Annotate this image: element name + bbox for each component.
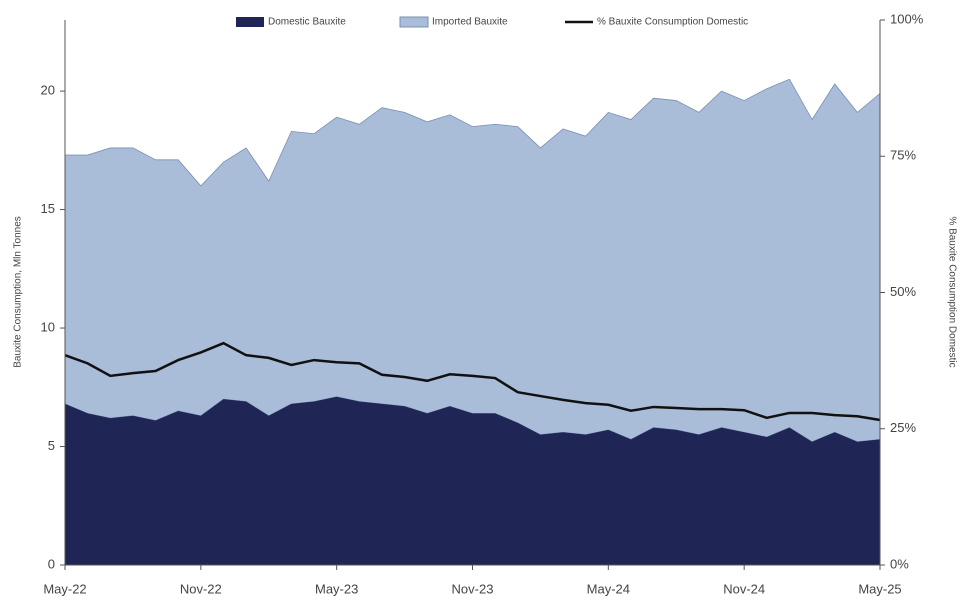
y-tick-label: 0 — [48, 556, 55, 571]
legend-label: Imported Bauxite — [432, 17, 508, 28]
legend-swatch — [236, 17, 264, 27]
area-imported — [64, 78, 881, 443]
y2-tick-label: 0% — [890, 556, 909, 571]
y2-tick-label: 50% — [890, 284, 916, 299]
y2-axis-label: % Bauxite Consumption Domestic — [946, 216, 957, 367]
y-tick-label: 5 — [48, 438, 55, 453]
x-tick-label: Nov-24 — [723, 581, 765, 596]
x-tick-label: May-23 — [315, 581, 358, 596]
y-tick-label: 15 — [41, 201, 55, 216]
y2-tick-label: 100% — [890, 11, 924, 26]
legend-swatch — [399, 16, 429, 28]
area-domestic — [65, 396, 880, 565]
line-pct — [64, 341, 881, 422]
x-tick-label: May-22 — [43, 581, 86, 596]
y-tick-label: 20 — [41, 83, 55, 98]
y2-tick-label: 25% — [890, 420, 916, 435]
x-tick-label: May-25 — [858, 581, 901, 596]
x-tick-label: Nov-23 — [452, 581, 494, 596]
legend-label: Domestic Bauxite — [268, 17, 346, 28]
y-tick-label: 10 — [41, 319, 55, 334]
y-axis-label: Bauxite Consumption, Mln Tonnes — [13, 216, 24, 368]
x-tick-label: Nov-22 — [180, 581, 222, 596]
y2-tick-label: 75% — [890, 148, 916, 163]
x-tick-label: May-24 — [587, 581, 630, 596]
legend-label: % Bauxite Consumption Domestic — [597, 17, 748, 28]
